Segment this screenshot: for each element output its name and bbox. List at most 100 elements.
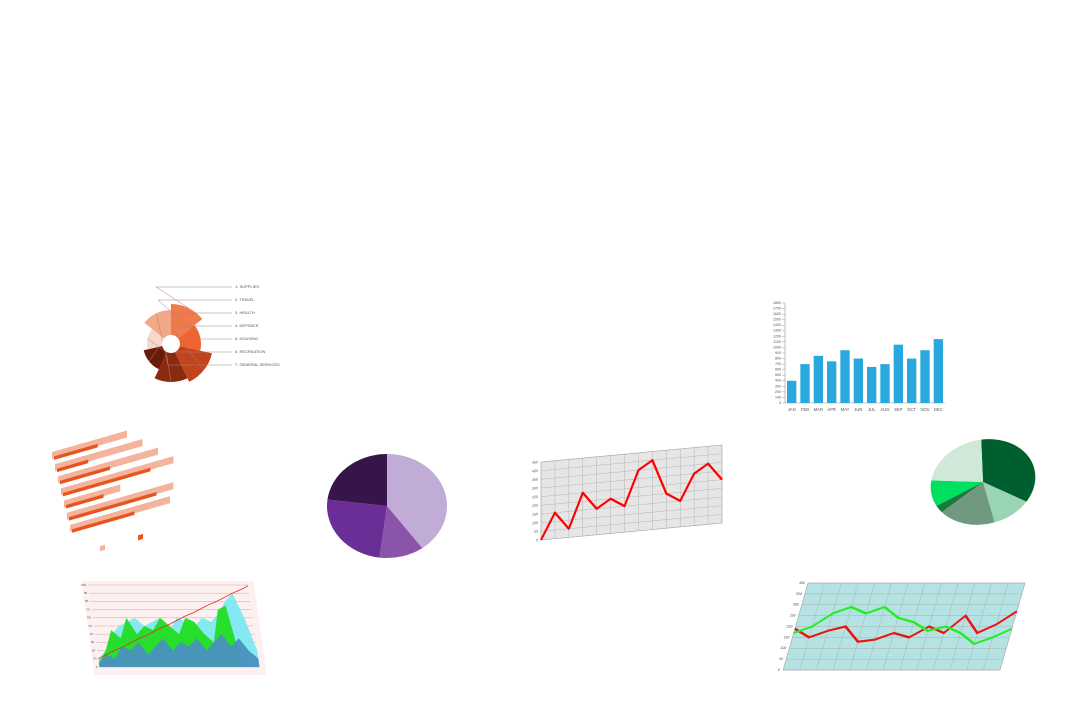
bar xyxy=(827,361,837,403)
y-tick-label: 800 xyxy=(775,357,781,361)
vertical-grid xyxy=(782,583,809,670)
rose-label: 5. HOUSING xyxy=(235,336,258,341)
y-tick-label: 70 xyxy=(86,607,90,611)
grid-line xyxy=(541,488,722,506)
rose-petal xyxy=(171,344,212,382)
y-tick-label: 1500 xyxy=(773,318,781,322)
y-tick-label: 150 xyxy=(783,635,790,639)
y-tick-label: 250 xyxy=(789,614,796,618)
grid-line xyxy=(541,522,722,541)
y-tick-label: 100 xyxy=(81,583,87,587)
leader-line xyxy=(155,286,232,309)
y-tick-label: 300 xyxy=(792,603,799,607)
bar xyxy=(57,459,89,473)
y-tick-label: 0 xyxy=(777,668,780,672)
y-tick-label: 1800 xyxy=(773,301,781,305)
pie-slice xyxy=(387,454,448,549)
y-tick-label: 350 xyxy=(532,478,538,483)
y-tick-label: 1200 xyxy=(773,334,781,338)
x-tick-label: JUN xyxy=(854,407,862,412)
rose-label: 2. TRAVEL xyxy=(235,297,255,302)
leader-line xyxy=(157,299,232,338)
y-tick-label: 200 xyxy=(786,625,793,629)
y-tick-label: 1400 xyxy=(773,323,781,327)
x-tick-label: AUG xyxy=(880,407,889,412)
y-tick-label: 350 xyxy=(795,592,802,596)
chart-line: 0 50 100 150 200 250 300 350 400 xyxy=(777,581,1026,672)
chart-line: 0 50 100 150 200 250 300 350 400 450 xyxy=(532,444,723,542)
line-series xyxy=(98,585,249,660)
bar xyxy=(933,339,943,403)
bar xyxy=(63,467,151,497)
bar xyxy=(72,511,135,533)
pie-slice xyxy=(327,453,387,506)
rose-hole xyxy=(162,335,180,353)
bar xyxy=(920,350,930,403)
y-tick-label: 200 xyxy=(532,504,538,509)
y-tick-label: 450 xyxy=(532,460,538,465)
y-tick-label: 1100 xyxy=(773,340,781,344)
legend-swatch xyxy=(138,533,143,541)
bar xyxy=(907,358,917,403)
y-tick-label: 60 xyxy=(87,616,91,620)
y-tick-label: 700 xyxy=(775,362,781,366)
chart-area: 0 10 20 30 40 50 60 70 80 90 100 xyxy=(81,581,267,675)
rose-label: 4. DEFENCE xyxy=(235,323,259,328)
area-series xyxy=(98,634,260,667)
line-series xyxy=(794,610,1018,643)
y-tick-label: 80 xyxy=(85,599,89,603)
bar xyxy=(787,380,797,403)
leader-line xyxy=(156,313,232,366)
y-tick-label: 40 xyxy=(89,632,93,636)
line-series xyxy=(540,459,723,541)
pie-slice xyxy=(379,506,423,558)
bar xyxy=(867,366,877,403)
y-tick-label: 150 xyxy=(532,512,538,517)
rose-label: 3. HEALTH xyxy=(235,310,255,315)
bar xyxy=(840,350,850,403)
y-tick-label: 0 xyxy=(536,538,538,542)
y-tick-label: 90 xyxy=(84,591,88,595)
pie-slice xyxy=(327,499,387,558)
pie-slice xyxy=(983,482,1027,523)
y-tick-label: 1600 xyxy=(773,312,781,316)
y-tick-label: 100 xyxy=(775,395,781,399)
x-tick-label: MAR xyxy=(814,407,823,412)
y-tick-label: 300 xyxy=(532,486,538,491)
y-tick-label: 50 xyxy=(88,624,92,628)
rose-label: 1. SUPPLIES xyxy=(235,284,259,289)
y-tick-label: 400 xyxy=(775,379,781,383)
y-tick-label: 50 xyxy=(534,530,538,534)
y-tick-label: 900 xyxy=(775,351,781,355)
grid-line xyxy=(541,496,722,515)
leader-line xyxy=(147,338,232,353)
y-tick-label: 200 xyxy=(775,390,781,394)
x-tick-label: NOV xyxy=(920,407,929,412)
grid-line xyxy=(541,462,722,480)
grid-line xyxy=(541,514,722,532)
plot-panel xyxy=(540,444,723,541)
y-tick-label: 1000 xyxy=(773,345,781,349)
bar xyxy=(880,364,890,403)
y-tick-label: 400 xyxy=(798,581,805,585)
rose-petal xyxy=(143,344,171,370)
chart-hbar xyxy=(52,430,174,552)
line-series xyxy=(793,605,1013,646)
y-tick-label: 500 xyxy=(775,373,781,377)
y-tick-label: 10 xyxy=(93,657,97,661)
x-tick-label: JUL xyxy=(868,407,876,412)
y-tick-label: 30 xyxy=(90,640,94,644)
y-tick-label: 400 xyxy=(532,469,538,474)
x-tick-label: DEC xyxy=(934,407,943,412)
x-tick-label: APR xyxy=(827,407,836,412)
rose-petal xyxy=(154,344,188,382)
y-tick-label: 600 xyxy=(775,368,781,372)
y-tick-label: 1700 xyxy=(773,307,781,311)
bar xyxy=(66,494,104,509)
chart-rose: 1. SUPPLIES 2. TRAVEL 3. HEALTH 4. DEFENCE 5… xyxy=(143,284,280,383)
x-tick-label: FEB xyxy=(801,407,809,412)
x-tick-label: MAY xyxy=(841,407,850,412)
y-tick-label: 250 xyxy=(532,495,538,500)
